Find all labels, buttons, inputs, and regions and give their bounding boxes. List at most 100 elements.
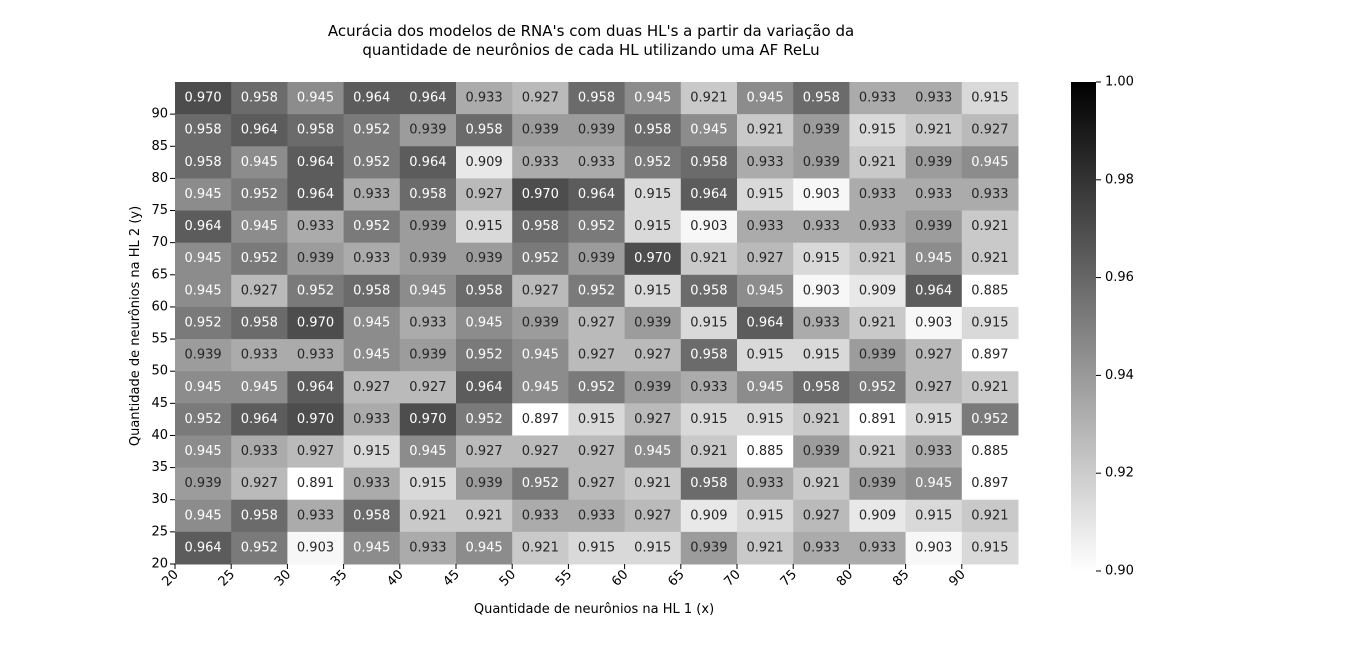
heatmap-cell <box>849 499 907 533</box>
heatmap-cell <box>568 499 626 533</box>
x-tick-label: 30 <box>272 567 294 589</box>
heatmap-cell <box>231 82 288 115</box>
cell-value-label: 0.945 <box>241 219 278 234</box>
cell-value-label: 0.915 <box>690 316 727 331</box>
cell-value-label: 0.945 <box>184 508 221 523</box>
heatmap-cell <box>399 210 457 244</box>
heatmap-cell <box>793 146 850 179</box>
heatmap-cell <box>624 531 682 565</box>
chart-title-line1: Acurácia dos modelos de RNA's com duas H… <box>328 22 854 40</box>
heatmap-cell <box>680 274 738 308</box>
colorbar <box>1071 82 1096 571</box>
heatmap-cell <box>737 274 794 308</box>
heatmap-cell <box>231 435 288 469</box>
x-axis-label: Quantidade de neurônios na HL 1 (x) <box>474 602 714 617</box>
cell-value-label: 0.952 <box>184 316 221 331</box>
x-tick-label: 80 <box>834 567 856 589</box>
y-tick-label: 40 <box>151 428 168 443</box>
cell-value-label: 0.915 <box>578 412 615 427</box>
heatmap-cell <box>793 339 850 372</box>
cell-value-label: 0.933 <box>353 412 390 427</box>
cell-value-label: 0.945 <box>522 348 559 363</box>
heatmap-cell <box>624 274 682 308</box>
cell-value-label: 0.958 <box>353 283 390 298</box>
heatmap-cell <box>961 306 1019 340</box>
heatmap-cell <box>961 210 1019 244</box>
y-tick-label: 60 <box>151 299 168 314</box>
cell-value-label: 0.915 <box>746 348 783 363</box>
heatmap-cell <box>793 435 850 469</box>
cell-value-label: 0.945 <box>971 155 1008 170</box>
heatmap-cell <box>231 274 288 308</box>
cell-value-label: 0.945 <box>465 540 502 555</box>
heatmap-cell <box>793 531 850 565</box>
cell-value-label: 0.958 <box>578 91 615 106</box>
heatmap-cell <box>680 146 738 179</box>
heatmap-cell <box>849 146 907 179</box>
cell-value-label: 0.964 <box>915 283 952 298</box>
cell-value-label: 0.945 <box>353 348 390 363</box>
heatmap-cell <box>175 499 232 533</box>
cell-value-label: 0.927 <box>578 476 615 491</box>
cell-value-label: 0.939 <box>465 476 502 491</box>
cell-value-label: 0.952 <box>241 187 278 202</box>
cell-value-label: 0.952 <box>859 380 896 395</box>
heatmap-cell <box>961 531 1019 565</box>
heatmap-cell <box>512 82 569 115</box>
heatmap-cell <box>456 114 513 147</box>
heatmap-cell <box>287 274 345 308</box>
heatmap-cell <box>287 339 345 372</box>
heatmap-cell <box>512 371 569 404</box>
heatmap-cell <box>680 114 738 147</box>
cell-value-label: 0.939 <box>859 476 896 491</box>
heatmap-cell <box>399 467 457 501</box>
heatmap-cell <box>175 531 232 565</box>
heatmap-cell <box>624 403 682 436</box>
x-tick-label: 65 <box>665 567 687 589</box>
cell-value-label: 0.933 <box>353 251 390 266</box>
cell-value-label: 0.915 <box>971 91 1008 106</box>
heatmap-cell <box>343 82 401 115</box>
cell-value-label: 0.915 <box>915 508 952 523</box>
heatmap-cell <box>624 435 682 469</box>
heatmap-cell <box>624 146 682 179</box>
cell-value-label: 0.958 <box>465 123 502 138</box>
heatmap-cell <box>175 403 232 436</box>
cell-value-label: 0.915 <box>634 540 671 555</box>
cell-value-label: 0.927 <box>746 251 783 266</box>
cell-value-label: 0.921 <box>690 91 727 106</box>
heatmap-cell <box>456 467 513 501</box>
cell-value-label: 0.915 <box>465 219 502 234</box>
cell-value-label: 0.939 <box>634 380 671 395</box>
cell-value-label: 0.945 <box>746 283 783 298</box>
cell-value-label: 0.909 <box>859 283 896 298</box>
cell-value-label: 0.939 <box>803 155 840 170</box>
x-tick-label: 50 <box>497 567 519 589</box>
heatmap-cell <box>961 82 1019 115</box>
heatmap-cell <box>737 435 794 469</box>
cell-value-label: 0.915 <box>915 412 952 427</box>
cell-value-label: 0.933 <box>297 508 334 523</box>
cell-value-label: 0.885 <box>971 283 1008 298</box>
heatmap-cell <box>399 114 457 147</box>
heatmap-cell <box>512 114 569 147</box>
cell-value-label: 0.964 <box>409 155 446 170</box>
cell-value-label: 0.915 <box>803 348 840 363</box>
cell-value-label: 0.903 <box>915 316 952 331</box>
heatmap-cell <box>456 531 513 565</box>
cell-value-label: 0.964 <box>746 316 783 331</box>
cell-value-label: 0.933 <box>803 316 840 331</box>
heatmap-cell <box>231 499 288 533</box>
heatmap-cell <box>343 403 401 436</box>
cell-value-label: 0.958 <box>803 91 840 106</box>
cell-value-label: 0.952 <box>184 412 221 427</box>
heatmap-cell <box>961 371 1019 404</box>
cell-value-label: 0.952 <box>578 283 615 298</box>
heatmap-cell <box>287 82 345 115</box>
cell-value-label: 0.933 <box>803 219 840 234</box>
heatmap-cell <box>905 339 963 372</box>
heatmap-cell <box>175 306 232 340</box>
cell-value-label: 0.933 <box>859 91 896 106</box>
cell-value-label: 0.921 <box>859 155 896 170</box>
cell-value-label: 0.952 <box>578 219 615 234</box>
